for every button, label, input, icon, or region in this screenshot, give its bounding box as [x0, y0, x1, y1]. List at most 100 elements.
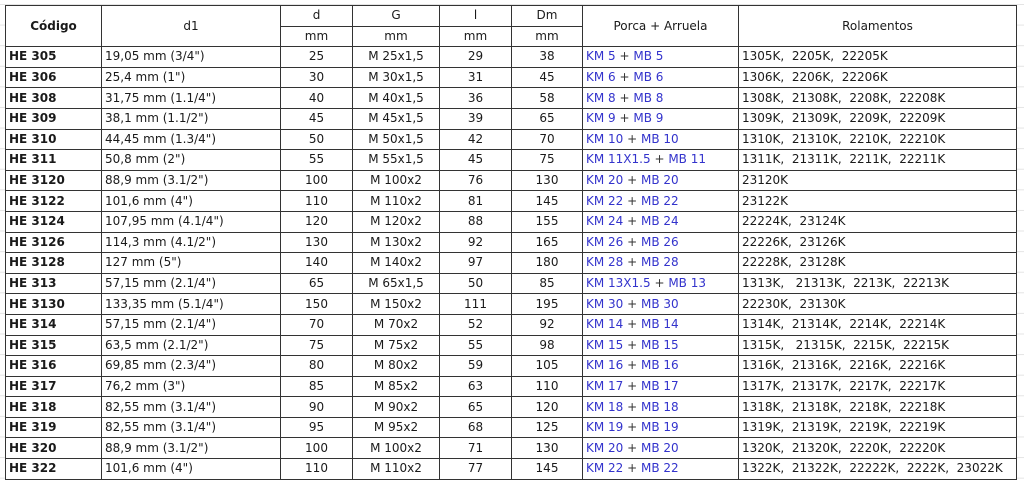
unit-d: mm [280, 25, 353, 48]
cell-g: M 55x1,5 [352, 149, 440, 171]
cell-dm: 110 [511, 375, 583, 398]
cell-l: 39 [439, 107, 512, 130]
cell-rolamentos: 1314K, 21314K, 2214K, 22214K [738, 313, 1017, 336]
porca-km: KM 22 [586, 461, 624, 476]
arruela-mb: MB 9 [633, 111, 664, 126]
cell-d1: 57,15 mm (2.1/4") [101, 272, 281, 295]
cell-l: 42 [439, 128, 512, 151]
cell-dm: 65 [511, 107, 583, 130]
porca-km: KM 18 [586, 399, 624, 414]
table-row: HE 322 101,6 mm (4") 110 M 110x2 77 145 KM 22 … [5, 458, 1017, 480]
table-body: HE 305 19,05 mm (3/4") 25 M 25x1,5 29 38 KM 5 … [5, 46, 1017, 480]
cell-g: M 140x2 [352, 252, 440, 274]
cell-g: M 110x2 [352, 458, 440, 480]
cell-dm: 120 [511, 396, 583, 418]
cell-d: 120 [280, 210, 353, 233]
cell-porca: KM 22 + MB 22 [582, 458, 739, 480]
cell-rolamentos: 22224K, 23124K [738, 210, 1017, 233]
cell-g: M 100x2 [352, 169, 440, 192]
cell-l: 29 [439, 46, 512, 68]
cell-dm: 70 [511, 128, 583, 151]
cell-g: M 30x1,5 [352, 66, 440, 89]
cell-dm: 85 [511, 272, 583, 295]
cell-porca: KM 19 + MB 19 [582, 416, 739, 439]
cell-rolamentos: 1320K, 21320K, 2220K, 22220K [738, 437, 1017, 460]
cell-d: 70 [280, 313, 353, 336]
table-row: HE 313 57,15 mm (2.1/4") 65 M 65x1,5 50 85 KM … [5, 272, 1017, 295]
plus-sign: + [650, 152, 669, 167]
cell-rolamentos: 23122K [738, 190, 1017, 212]
porca-km: KM 20 [586, 173, 624, 188]
cell-codigo: HE 3128 [5, 252, 102, 274]
plus-sign: + [623, 193, 641, 208]
cell-l: 111 [439, 293, 512, 315]
cell-g: M 150x2 [352, 293, 440, 315]
cell-rolamentos: 22228K, 23128K [738, 252, 1017, 274]
porca-km: KM 13X1.5 [586, 276, 651, 291]
porca-km: KM 26 [586, 234, 624, 249]
cell-d1: 101,6 mm (4") [101, 190, 281, 212]
cell-codigo: HE 310 [5, 128, 102, 151]
table-row: HE 317 76,2 mm (3") 85 M 85x2 63 110 KM 17 + M… [5, 375, 1017, 398]
cell-dm: 145 [511, 458, 583, 480]
plus-sign: + [623, 337, 641, 352]
porca-km: KM 28 [586, 255, 624, 270]
cell-codigo: HE 320 [5, 437, 102, 460]
porca-km: KM 24 [586, 214, 624, 229]
arruela-mb: MB 17 [641, 378, 679, 393]
plus-sign: + [650, 276, 669, 291]
cell-rolamentos: 1317K, 21317K, 2217K, 22217K [738, 375, 1017, 398]
porca-km: KM 9 [586, 111, 616, 126]
cell-porca: KM 16 + MB 16 [582, 355, 739, 377]
cell-d1: 82,55 mm (3.1/4") [101, 416, 281, 439]
cell-g: M 110x2 [352, 190, 440, 212]
cell-rolamentos: 1322K, 21322K, 22222K, 2222K, 23022K [738, 458, 1017, 480]
cell-d1: 44,45 mm (1.3/4") [101, 128, 281, 151]
cell-dm: 92 [511, 313, 583, 336]
cell-g: M 90x2 [352, 396, 440, 418]
cell-dm: 58 [511, 87, 583, 109]
cell-rolamentos: 1316K, 21316K, 2216K, 22216K [738, 355, 1017, 377]
cell-rolamentos: 1313K, 21313K, 2213K, 22213K [738, 272, 1017, 295]
porca-km: KM 8 [586, 90, 616, 105]
cell-porca: KM 30 + MB 30 [582, 293, 739, 315]
plus-sign: + [623, 317, 641, 332]
cell-codigo: HE 309 [5, 107, 102, 130]
cell-dm: 75 [511, 149, 583, 171]
cell-l: 31 [439, 66, 512, 89]
cell-l: 71 [439, 437, 512, 460]
cell-d1: 114,3 mm (4.1/2") [101, 231, 281, 254]
cell-d1: 50,8 mm (2") [101, 149, 281, 171]
header-dm: Dm [511, 5, 583, 27]
cell-codigo: HE 306 [5, 66, 102, 89]
cell-d1: 31,75 mm (1.1/4") [101, 87, 281, 109]
cell-g: M 25x1,5 [352, 46, 440, 68]
cell-codigo: HE 3130 [5, 293, 102, 315]
cell-dm: 165 [511, 231, 583, 254]
cell-rolamentos: 1319K, 21319K, 2219K, 22219K [738, 416, 1017, 439]
header-g: G [352, 5, 440, 27]
cell-d: 50 [280, 128, 353, 151]
porca-km: KM 10 [586, 131, 624, 146]
cell-dm: 195 [511, 293, 583, 315]
unit-dm: mm [511, 25, 583, 48]
plus-sign: + [615, 90, 634, 105]
plus-sign: + [623, 420, 641, 435]
cell-dm: 155 [511, 210, 583, 233]
arruela-mb: MB 30 [641, 296, 679, 311]
cell-g: M 120x2 [352, 210, 440, 233]
unit-l: mm [439, 25, 512, 48]
cell-codigo: HE 311 [5, 149, 102, 171]
porca-km: KM 19 [586, 420, 624, 435]
cell-rolamentos: 1311K, 21311K, 2211K, 22211K [738, 149, 1017, 171]
cell-rolamentos: 1310K, 21310K, 2210K, 22210K [738, 128, 1017, 151]
cell-d: 40 [280, 87, 353, 109]
plus-sign: + [615, 111, 634, 126]
cell-porca: KM 6 + MB 6 [582, 66, 739, 89]
cell-g: M 50x1,5 [352, 128, 440, 151]
porca-km: KM 30 [586, 296, 624, 311]
cell-dm: 145 [511, 190, 583, 212]
plus-sign: + [623, 378, 641, 393]
cell-d1: 107,95 mm (4.1/4") [101, 210, 281, 233]
plus-sign: + [623, 296, 641, 311]
